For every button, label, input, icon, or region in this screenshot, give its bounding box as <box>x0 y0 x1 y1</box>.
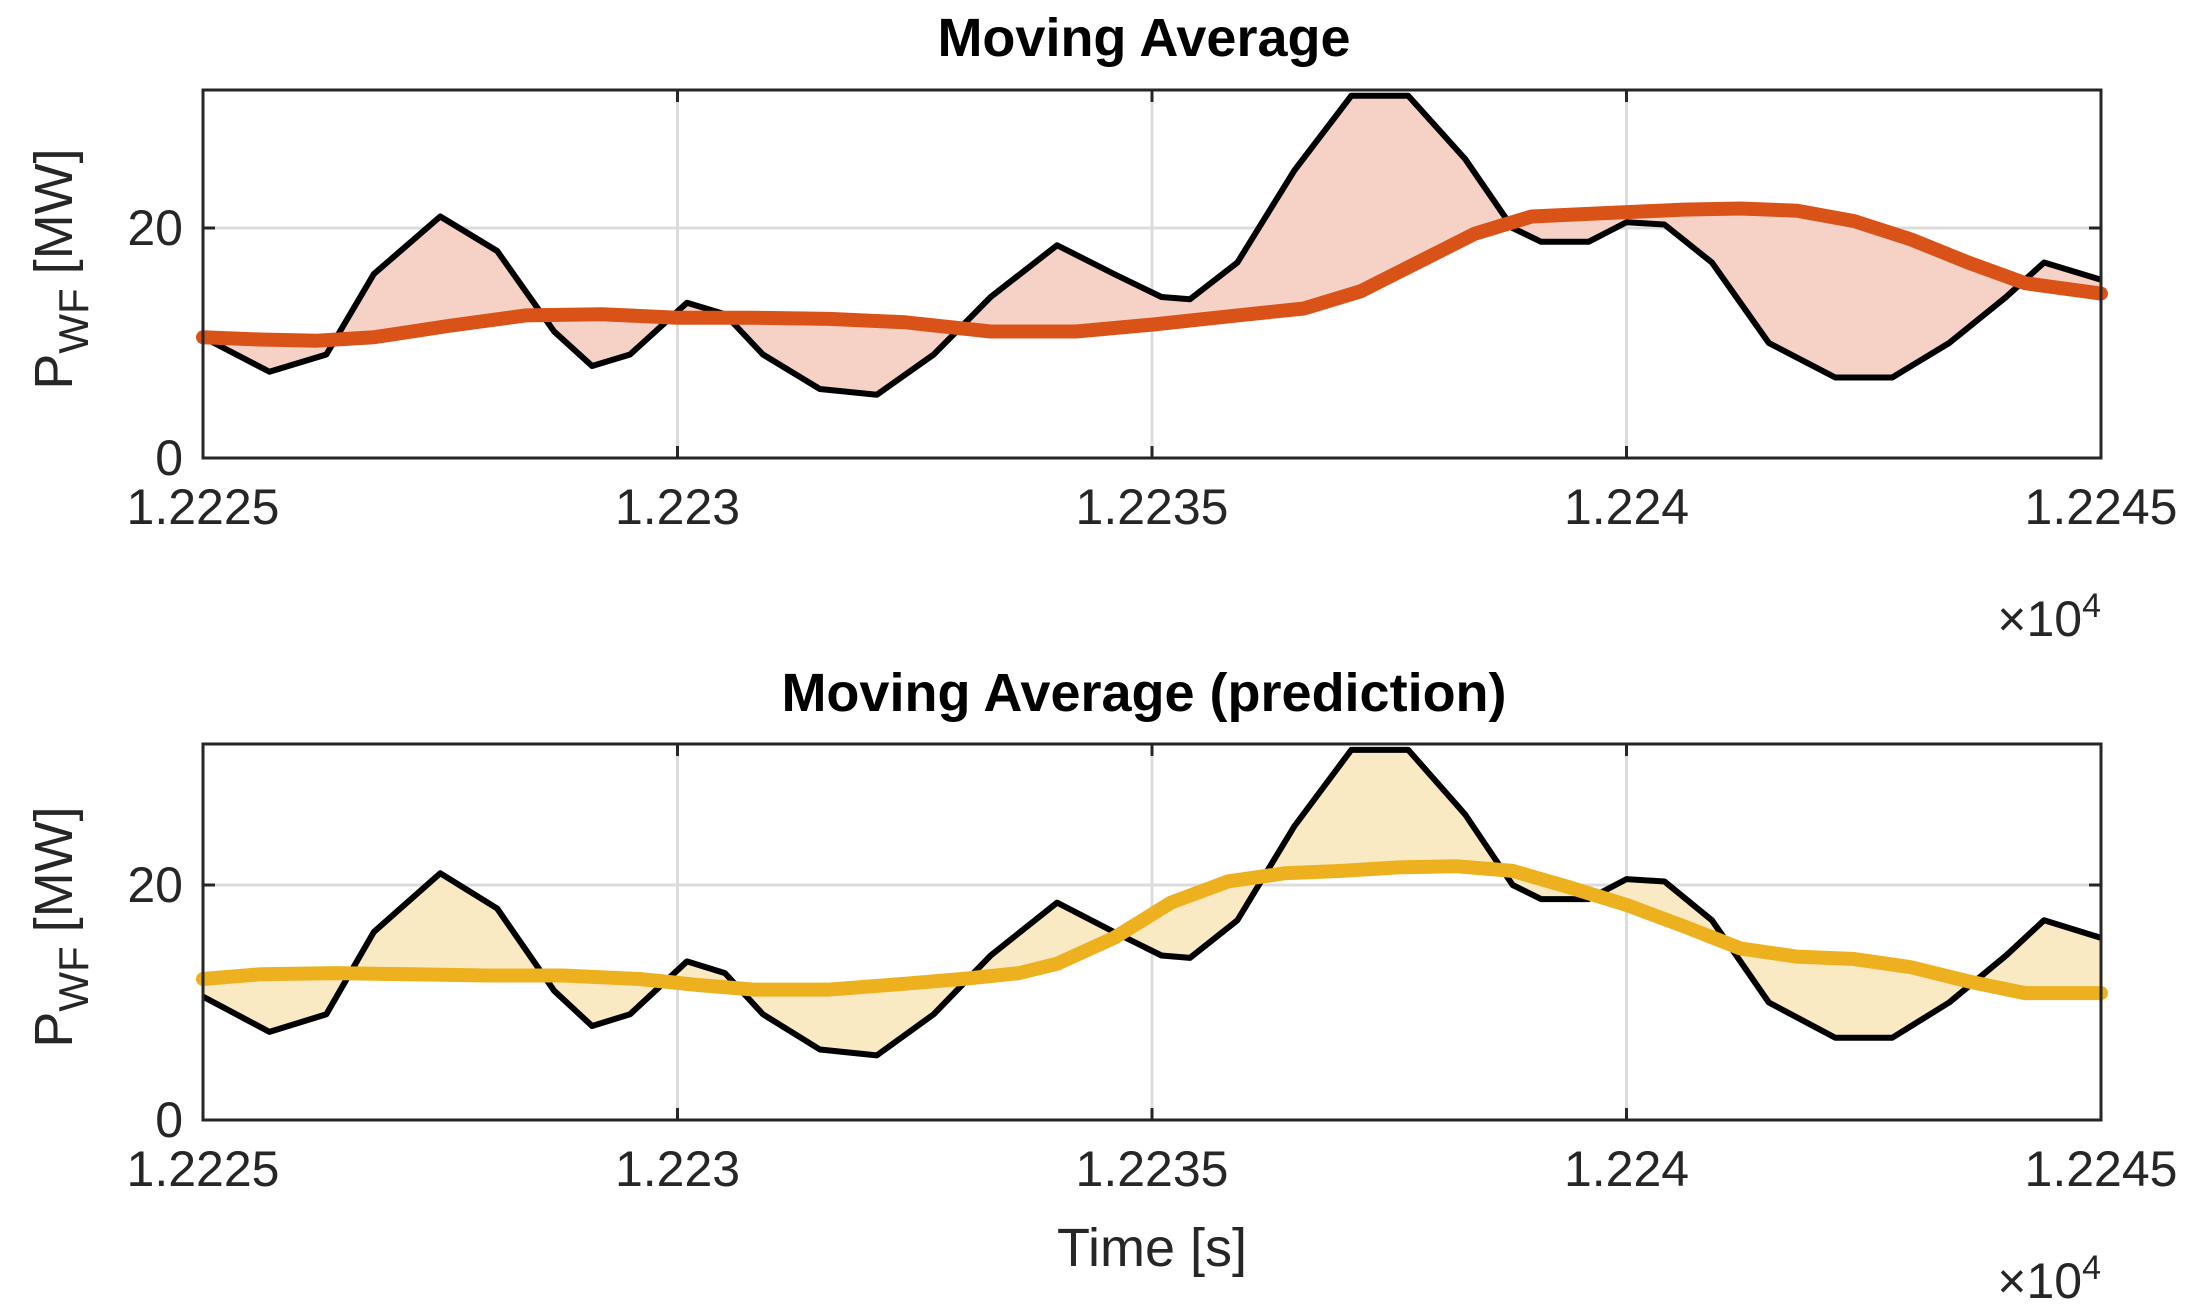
y-axis-label: PWF [MW] <box>24 806 97 1047</box>
x-tick-label: 1.224 <box>1564 479 1689 535</box>
x-axis-multiplier: ×104 <box>1997 587 2101 647</box>
chart-title: Moving Average <box>937 8 1350 68</box>
power-series-line <box>201 746 2102 1059</box>
x-multiplier-base: ×10 <box>1997 1253 2082 1304</box>
x-multiplier-exponent: 4 <box>2082 587 2101 625</box>
x-multiplier-exponent: 4 <box>2082 1249 2101 1287</box>
x-axis-label: Time [s] <box>1057 1218 1247 1278</box>
y-axis-label: PWF [MW] <box>24 148 97 389</box>
x-tick-label: 1.2235 <box>1076 479 1229 535</box>
panel-moving-average: Moving Average 1.2225 1.223 1.2235 1.224… <box>24 8 2177 647</box>
x-multiplier-base: ×10 <box>1997 591 2082 647</box>
x-tick-label: 1.2225 <box>127 1141 280 1197</box>
x-axis-multiplier: ×104 <box>1997 1249 2101 1304</box>
x-tick-label: 1.2245 <box>2025 479 2178 535</box>
y-axis-label-unit: [MW] <box>24 148 84 274</box>
y-axis-label-unit: [MW] <box>24 806 84 932</box>
x-tick-label: 1.2245 <box>2025 1141 2178 1197</box>
y-axis-label-subscript: WF <box>50 946 97 1011</box>
x-tick-label: 1.223 <box>615 1141 740 1197</box>
ticks <box>201 90 2103 460</box>
y-tick-label: 20 <box>127 200 183 256</box>
plot-area <box>196 746 2108 1059</box>
ticks <box>201 744 2103 1122</box>
x-tick-label: 1.223 <box>615 479 740 535</box>
y-tick-label: 20 <box>127 857 183 913</box>
x-tick-label: 1.224 <box>1564 1141 1689 1197</box>
chart-title: Moving Average (prediction) <box>781 663 1506 723</box>
y-axis-label-main: P <box>24 354 84 390</box>
power-series-line <box>201 92 2102 398</box>
moving-average-line <box>196 201 2108 348</box>
panel-moving-average-prediction: Moving Average (prediction) 1.2225 1.223… <box>24 663 2177 1304</box>
y-axis-label-main: P <box>24 1012 84 1048</box>
x-tick-label: 1.2235 <box>1076 1141 1229 1197</box>
moving-average-prediction-line <box>196 859 2108 1001</box>
y-tick-label: 0 <box>155 1092 183 1148</box>
y-tick-label: 0 <box>155 430 183 486</box>
y-axis-label-subscript: WF <box>50 288 97 353</box>
plot-area <box>196 92 2108 398</box>
x-tick-label: 1.2225 <box>127 479 280 535</box>
